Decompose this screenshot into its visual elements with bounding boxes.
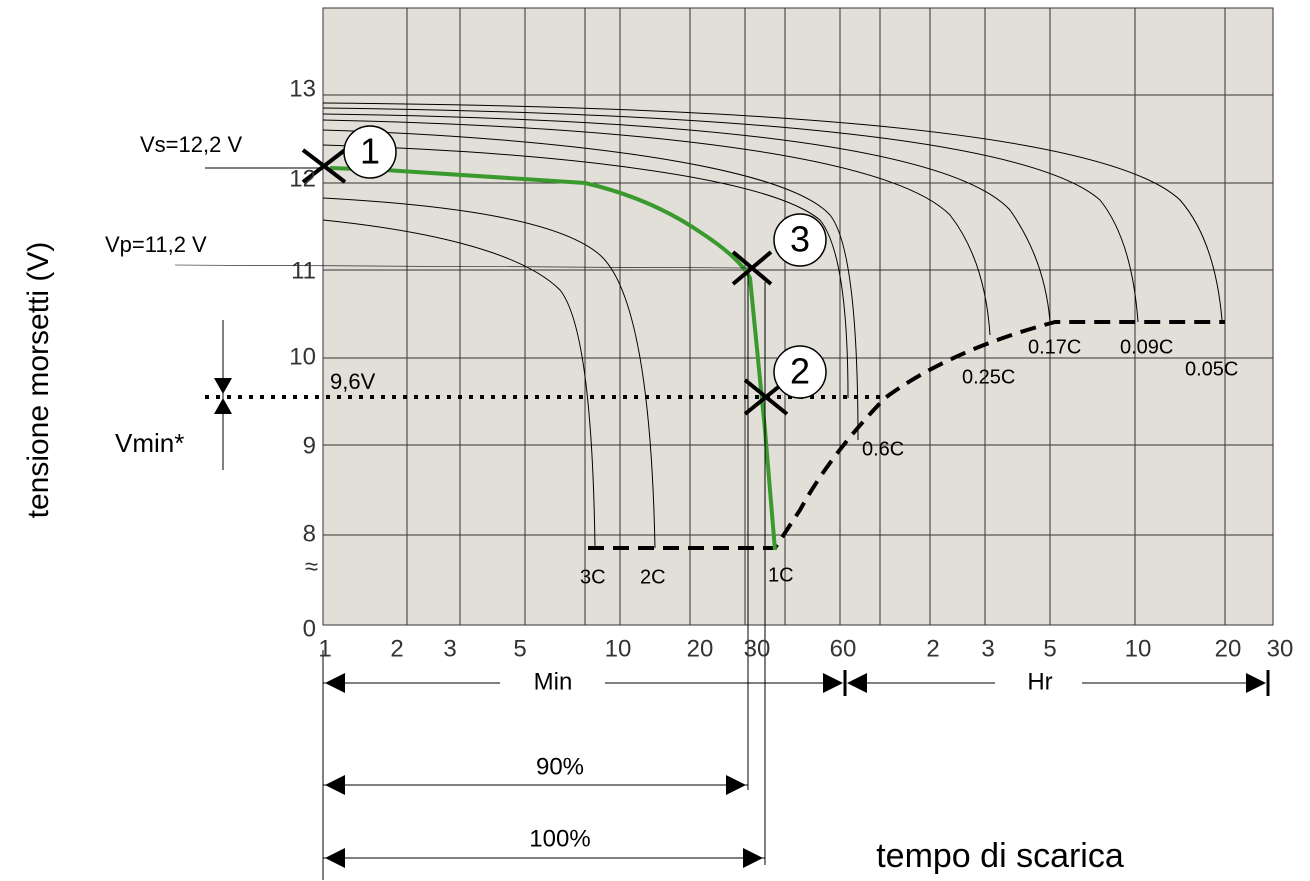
curve-label: 2C (640, 566, 666, 588)
x-tick-label: 5 (513, 635, 526, 662)
arrow-heads (325, 673, 1266, 868)
curve (322, 102, 1223, 321)
vp-line (174, 264, 751, 269)
x-tick-label: 3 (443, 635, 456, 662)
curve-label: 0.17C (1028, 336, 1081, 358)
x-tick-label: 10 (1125, 635, 1152, 662)
dimension-lines (322, 268, 1270, 880)
curve-label: 0.25C (962, 366, 1015, 388)
x-tick-label: 20 (1215, 635, 1242, 662)
vmin-label: Vmin* (115, 428, 184, 458)
point-label: 2 (790, 351, 810, 392)
axis-break: ≈ (305, 553, 318, 580)
y-tick-label: 12 (289, 165, 316, 192)
grid (323, 8, 1273, 625)
curve (322, 119, 991, 336)
vcut-label: 9,6V (330, 369, 376, 394)
x-tick-label: 5 (1043, 635, 1056, 662)
curve (322, 107, 1139, 323)
x-tick-label: 30 (744, 635, 771, 662)
vmin-arrows (214, 378, 232, 414)
curve-label: 0.05C (1185, 358, 1238, 380)
x-tick-label: 3 (981, 635, 994, 662)
plot-area (322, 7, 1274, 626)
vp-label: Vp=11,2 V (105, 232, 207, 257)
x-tick-label: 1 (318, 635, 331, 662)
curve (322, 219, 596, 549)
y-tick-label: 13 (289, 75, 316, 102)
x-tick-label: 2 (390, 635, 403, 662)
point-circles (343, 125, 827, 399)
p90-label: 90% (536, 753, 584, 780)
x-tick-label: 60 (830, 635, 857, 662)
curve-label: 0.09C (1120, 336, 1173, 358)
y-axis-title: tensione morsetti (V) (22, 242, 55, 519)
curve (322, 144, 849, 399)
x-tick-label: 20 (687, 635, 714, 662)
y-tick-label: 0 (303, 615, 316, 642)
curve (322, 113, 1051, 323)
y-tick-label: 11 (291, 257, 316, 284)
min-label: Min (534, 668, 573, 695)
y-tick-label: 10 (289, 343, 316, 370)
point-label: 3 (790, 219, 810, 260)
discharge-curves (322, 102, 1223, 549)
curve (322, 197, 656, 549)
curve (322, 129, 859, 441)
p100-label: 100% (529, 825, 590, 852)
highlight-curve (329, 166, 777, 551)
markers (301, 148, 789, 416)
x-axis-title: tempo di scarica (876, 837, 1124, 875)
vs-label: Vs=12,2 V (140, 132, 242, 157)
x-tick-label: 10 (605, 635, 632, 662)
x-tick-label: 30 (1267, 635, 1294, 662)
x-tick-label: 2 (926, 635, 939, 662)
point-label: 1 (360, 131, 380, 172)
y-tick-label: 8 (303, 520, 316, 547)
curve-label: 0.6C (862, 438, 904, 460)
y-tick-label: 9 (303, 432, 316, 459)
cutoff-line (588, 320, 1225, 550)
curve-label: 3C (580, 566, 606, 588)
curve-label: 1C (768, 564, 794, 586)
hr-label: Hr (1027, 668, 1052, 695)
